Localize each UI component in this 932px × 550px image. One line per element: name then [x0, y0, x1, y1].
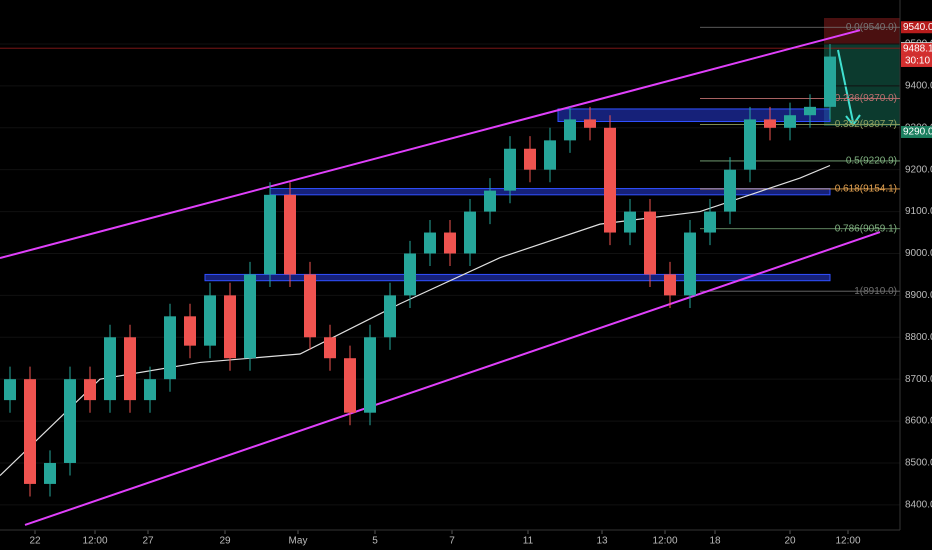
reward-box — [824, 44, 900, 126]
countdown-bg — [901, 54, 932, 67]
candle-body — [744, 119, 756, 170]
candle-body — [704, 211, 716, 233]
candle-body — [364, 337, 376, 413]
candle-body — [284, 194, 296, 275]
y-tick-label: 8600.0 — [905, 416, 932, 427]
candle-body — [44, 462, 56, 484]
risk-box — [824, 18, 900, 44]
fib-label: 0.5(9220.9) — [846, 156, 897, 167]
y-tick-label: 9200.0 — [905, 164, 932, 175]
price-tag — [901, 21, 932, 34]
x-tick-label: 11 — [523, 536, 534, 547]
trendline — [0, 29, 861, 260]
candle-body — [144, 379, 156, 401]
candle-body — [344, 358, 356, 413]
price-tag-label: 9488.1 — [903, 44, 932, 55]
candle-body — [684, 232, 696, 296]
price-tag — [901, 42, 932, 55]
fib-label: 0.236(9370.0) — [835, 93, 897, 104]
candle-body — [324, 337, 336, 359]
x-tick-label: 13 — [596, 536, 608, 547]
candle-body — [524, 148, 536, 170]
price-tag-label: 9540.0 — [903, 22, 932, 33]
candle-body — [624, 211, 636, 233]
y-tick-label: 8900.0 — [905, 290, 932, 301]
candle-body — [64, 379, 76, 463]
candle-body — [384, 295, 396, 338]
y-tick-label: 8500.0 — [905, 458, 932, 469]
candle-body — [584, 119, 596, 128]
arrow-head — [845, 114, 861, 127]
price-tag — [901, 125, 932, 138]
candle-body — [304, 274, 316, 338]
x-tick-label: 22 — [29, 536, 41, 547]
candle-body — [604, 127, 616, 233]
y-tick-label: 9100.0 — [905, 206, 932, 217]
x-tick-label: 7 — [449, 536, 455, 547]
trendline — [24, 231, 881, 526]
zone — [269, 188, 831, 196]
candle-body — [184, 316, 196, 346]
candle-body — [464, 211, 476, 254]
candle-body — [24, 379, 36, 484]
candle-body — [104, 337, 116, 401]
candle-body — [544, 140, 556, 170]
candle-body — [444, 232, 456, 254]
candle-body — [764, 119, 776, 128]
candle-body — [804, 106, 816, 116]
fib-label: 0.618(9154.1) — [835, 184, 897, 195]
candle-body — [824, 56, 836, 107]
candle-body — [724, 169, 736, 212]
candle-body — [164, 316, 176, 380]
x-tick-label: 29 — [219, 536, 231, 547]
candle-body — [4, 379, 16, 401]
y-tick-label: 9000.0 — [905, 248, 932, 259]
candle-body — [124, 337, 136, 401]
fib-label: 0.382(9307.7) — [835, 119, 897, 130]
x-tick-label: 20 — [784, 536, 796, 547]
x-tick-label: May — [289, 536, 308, 547]
candle-body — [244, 274, 256, 359]
candle-body — [484, 190, 496, 212]
zone — [204, 273, 831, 282]
x-tick-label: 27 — [142, 536, 154, 547]
price-tag-label: 9290.0 — [903, 127, 932, 138]
candle-body — [224, 295, 236, 359]
y-tick-label: 9400.0 — [905, 81, 932, 92]
candle-body — [504, 148, 516, 191]
candle-body — [404, 253, 416, 296]
x-tick-label: 12:00 — [82, 536, 107, 547]
x-tick-label: 12:00 — [652, 536, 677, 547]
candle-body — [264, 194, 276, 275]
fib-label: 1(8910.0) — [854, 286, 897, 297]
candle-body — [644, 211, 656, 275]
y-tick-label: 8400.0 — [905, 500, 932, 511]
fib-label: 0.0(9540.0) — [846, 22, 897, 33]
x-tick-label: 18 — [709, 536, 721, 547]
y-tick-label: 8700.0 — [905, 374, 932, 385]
candle-body — [424, 232, 436, 254]
countdown: 30:10 — [905, 56, 930, 67]
candle-body — [84, 379, 96, 401]
candle-body — [784, 115, 796, 128]
x-tick-label: 12:00 — [835, 536, 860, 547]
x-tick-label: 5 — [372, 536, 378, 547]
fib-label: 0.786(9059.1) — [835, 223, 897, 234]
candle-body — [564, 119, 576, 141]
y-tick-label: 8800.0 — [905, 332, 932, 343]
candle-body — [664, 274, 676, 296]
candle-body — [204, 295, 216, 346]
